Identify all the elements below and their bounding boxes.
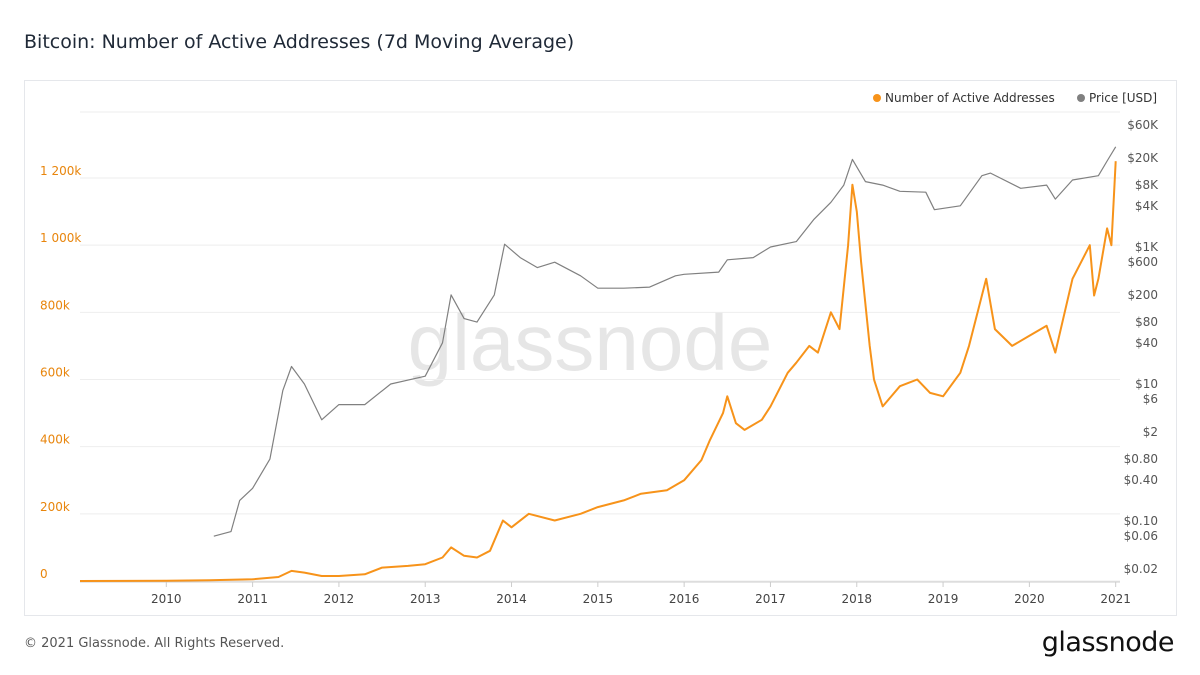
x-tick-label: 2019 <box>928 592 959 606</box>
left-tick-label: 1 000k <box>40 231 81 245</box>
right-tick-label: $80 <box>1135 315 1158 329</box>
right-tick-label: $1K <box>1135 240 1159 254</box>
watermark: glassnode <box>408 298 773 387</box>
right-tick-label: $600 <box>1127 255 1158 269</box>
brand-logo: glassnode <box>1041 627 1175 658</box>
right-tick-label: $8K <box>1135 178 1159 192</box>
x-tick-label: 2021 <box>1100 592 1131 606</box>
chart-frame <box>24 80 1177 616</box>
right-tick-label: $4K <box>1135 199 1159 213</box>
left-tick-label: 800k <box>40 298 70 312</box>
x-tick-label: 2016 <box>669 592 700 606</box>
left-tick-label: 400k <box>40 433 70 447</box>
legend-marker <box>1077 94 1085 102</box>
x-tick-label: 2010 <box>151 592 182 606</box>
x-tick-label: 2020 <box>1014 592 1045 606</box>
right-tick-label: $0.80 <box>1124 452 1158 466</box>
price-line <box>213 146 1117 537</box>
left-tick-label: 0 <box>40 567 48 581</box>
active-addresses-line <box>79 161 1117 582</box>
right-tick-label: $0.02 <box>1124 562 1158 576</box>
right-tick-label: $0.10 <box>1124 514 1158 528</box>
legend-label: Number of Active Addresses <box>885 91 1055 105</box>
right-tick-label: $40 <box>1135 336 1158 350</box>
legend-label: Price [USD] <box>1089 91 1157 105</box>
x-tick-label: 2018 <box>841 592 872 606</box>
left-tick-label: 1 200k <box>40 164 81 178</box>
right-tick-label: $2 <box>1143 425 1158 439</box>
legend-marker <box>873 94 881 102</box>
right-tick-label: $60K <box>1127 118 1159 132</box>
right-tick-label: $6 <box>1143 392 1158 406</box>
x-tick-label: 2014 <box>496 592 527 606</box>
x-tick-label: 2012 <box>324 592 355 606</box>
x-tick-label: 2017 <box>755 592 786 606</box>
right-tick-label: $10 <box>1135 377 1158 391</box>
right-tick-label: $0.40 <box>1124 473 1158 487</box>
right-tick-label: $0.06 <box>1124 529 1158 543</box>
chart-title: Bitcoin: Number of Active Addresses (7d … <box>24 31 575 53</box>
x-tick-label: 2013 <box>410 592 441 606</box>
x-tick-label: 2011 <box>237 592 268 606</box>
x-tick-label: 2015 <box>583 592 614 606</box>
left-tick-label: 200k <box>40 500 70 514</box>
right-tick-label: $20K <box>1127 151 1159 165</box>
left-tick-label: 600k <box>40 366 70 380</box>
right-tick-label: $200 <box>1127 288 1158 302</box>
copyright: © 2021 Glassnode. All Rights Reserved. <box>24 636 285 651</box>
